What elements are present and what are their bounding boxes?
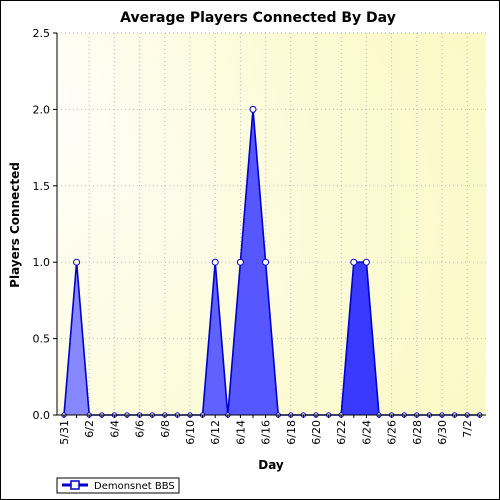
x-tick-label: 6/10 xyxy=(184,420,197,445)
y-tick-label: 0.0 xyxy=(33,409,51,422)
x-axis-label: Day xyxy=(258,458,284,472)
x-tick-label: 6/12 xyxy=(209,420,222,445)
x-tick-label: 6/26 xyxy=(386,420,399,445)
x-tick-label: 6/6 xyxy=(134,420,147,438)
x-tick-label: 6/14 xyxy=(234,420,247,445)
x-tick-label: 6/22 xyxy=(335,420,348,445)
data-point xyxy=(236,258,244,266)
x-tick-label: 7/2 xyxy=(461,420,474,438)
legend-label: Demonsnet BBS xyxy=(94,481,175,492)
data-point xyxy=(73,258,81,266)
y-tick-label: 2.5 xyxy=(33,27,51,40)
data-point xyxy=(211,258,219,266)
x-tick-label: 6/24 xyxy=(360,420,373,445)
x-tick-label: 6/18 xyxy=(285,420,298,445)
area-segment xyxy=(64,262,90,415)
x-tick-label: 6/20 xyxy=(310,420,323,445)
chart-title: Average Players Connected By Day xyxy=(120,10,396,26)
y-tick-label: 2.0 xyxy=(33,103,51,116)
data-point xyxy=(362,258,370,266)
x-tick-label: 6/30 xyxy=(436,420,449,445)
x-axis-ticks: 5/31 6/2 6/4 6/6 6/8 6/10 6/12 6/14 6/16 6/18 6/20… xyxy=(58,415,481,445)
x-tick-label: 5/31 xyxy=(58,420,71,445)
y-axis-ticks: 0.0 0.5 1.0 1.5 2.0 2.5 xyxy=(33,27,57,422)
data-point xyxy=(350,258,358,266)
legend-marker-swatch xyxy=(70,480,80,490)
x-tick-label: 6/2 xyxy=(83,420,96,438)
legend: Demonsnet BBS xyxy=(56,477,180,494)
y-tick-label: 0.5 xyxy=(33,333,51,346)
y-tick-label: 1.0 xyxy=(33,256,51,269)
area-segment xyxy=(227,109,279,416)
data-point xyxy=(249,105,257,113)
x-tick-label: 6/4 xyxy=(108,420,121,438)
legend-box xyxy=(56,477,180,494)
x-tick-label: 6/8 xyxy=(159,420,172,438)
x-tick-label: 6/16 xyxy=(260,420,273,445)
y-axis-label: Players Connected xyxy=(8,162,22,288)
area-segment xyxy=(202,262,228,415)
y-tick-label: 1.5 xyxy=(33,180,51,193)
x-tick-label: 6/28 xyxy=(411,420,424,445)
data-point xyxy=(262,258,270,266)
